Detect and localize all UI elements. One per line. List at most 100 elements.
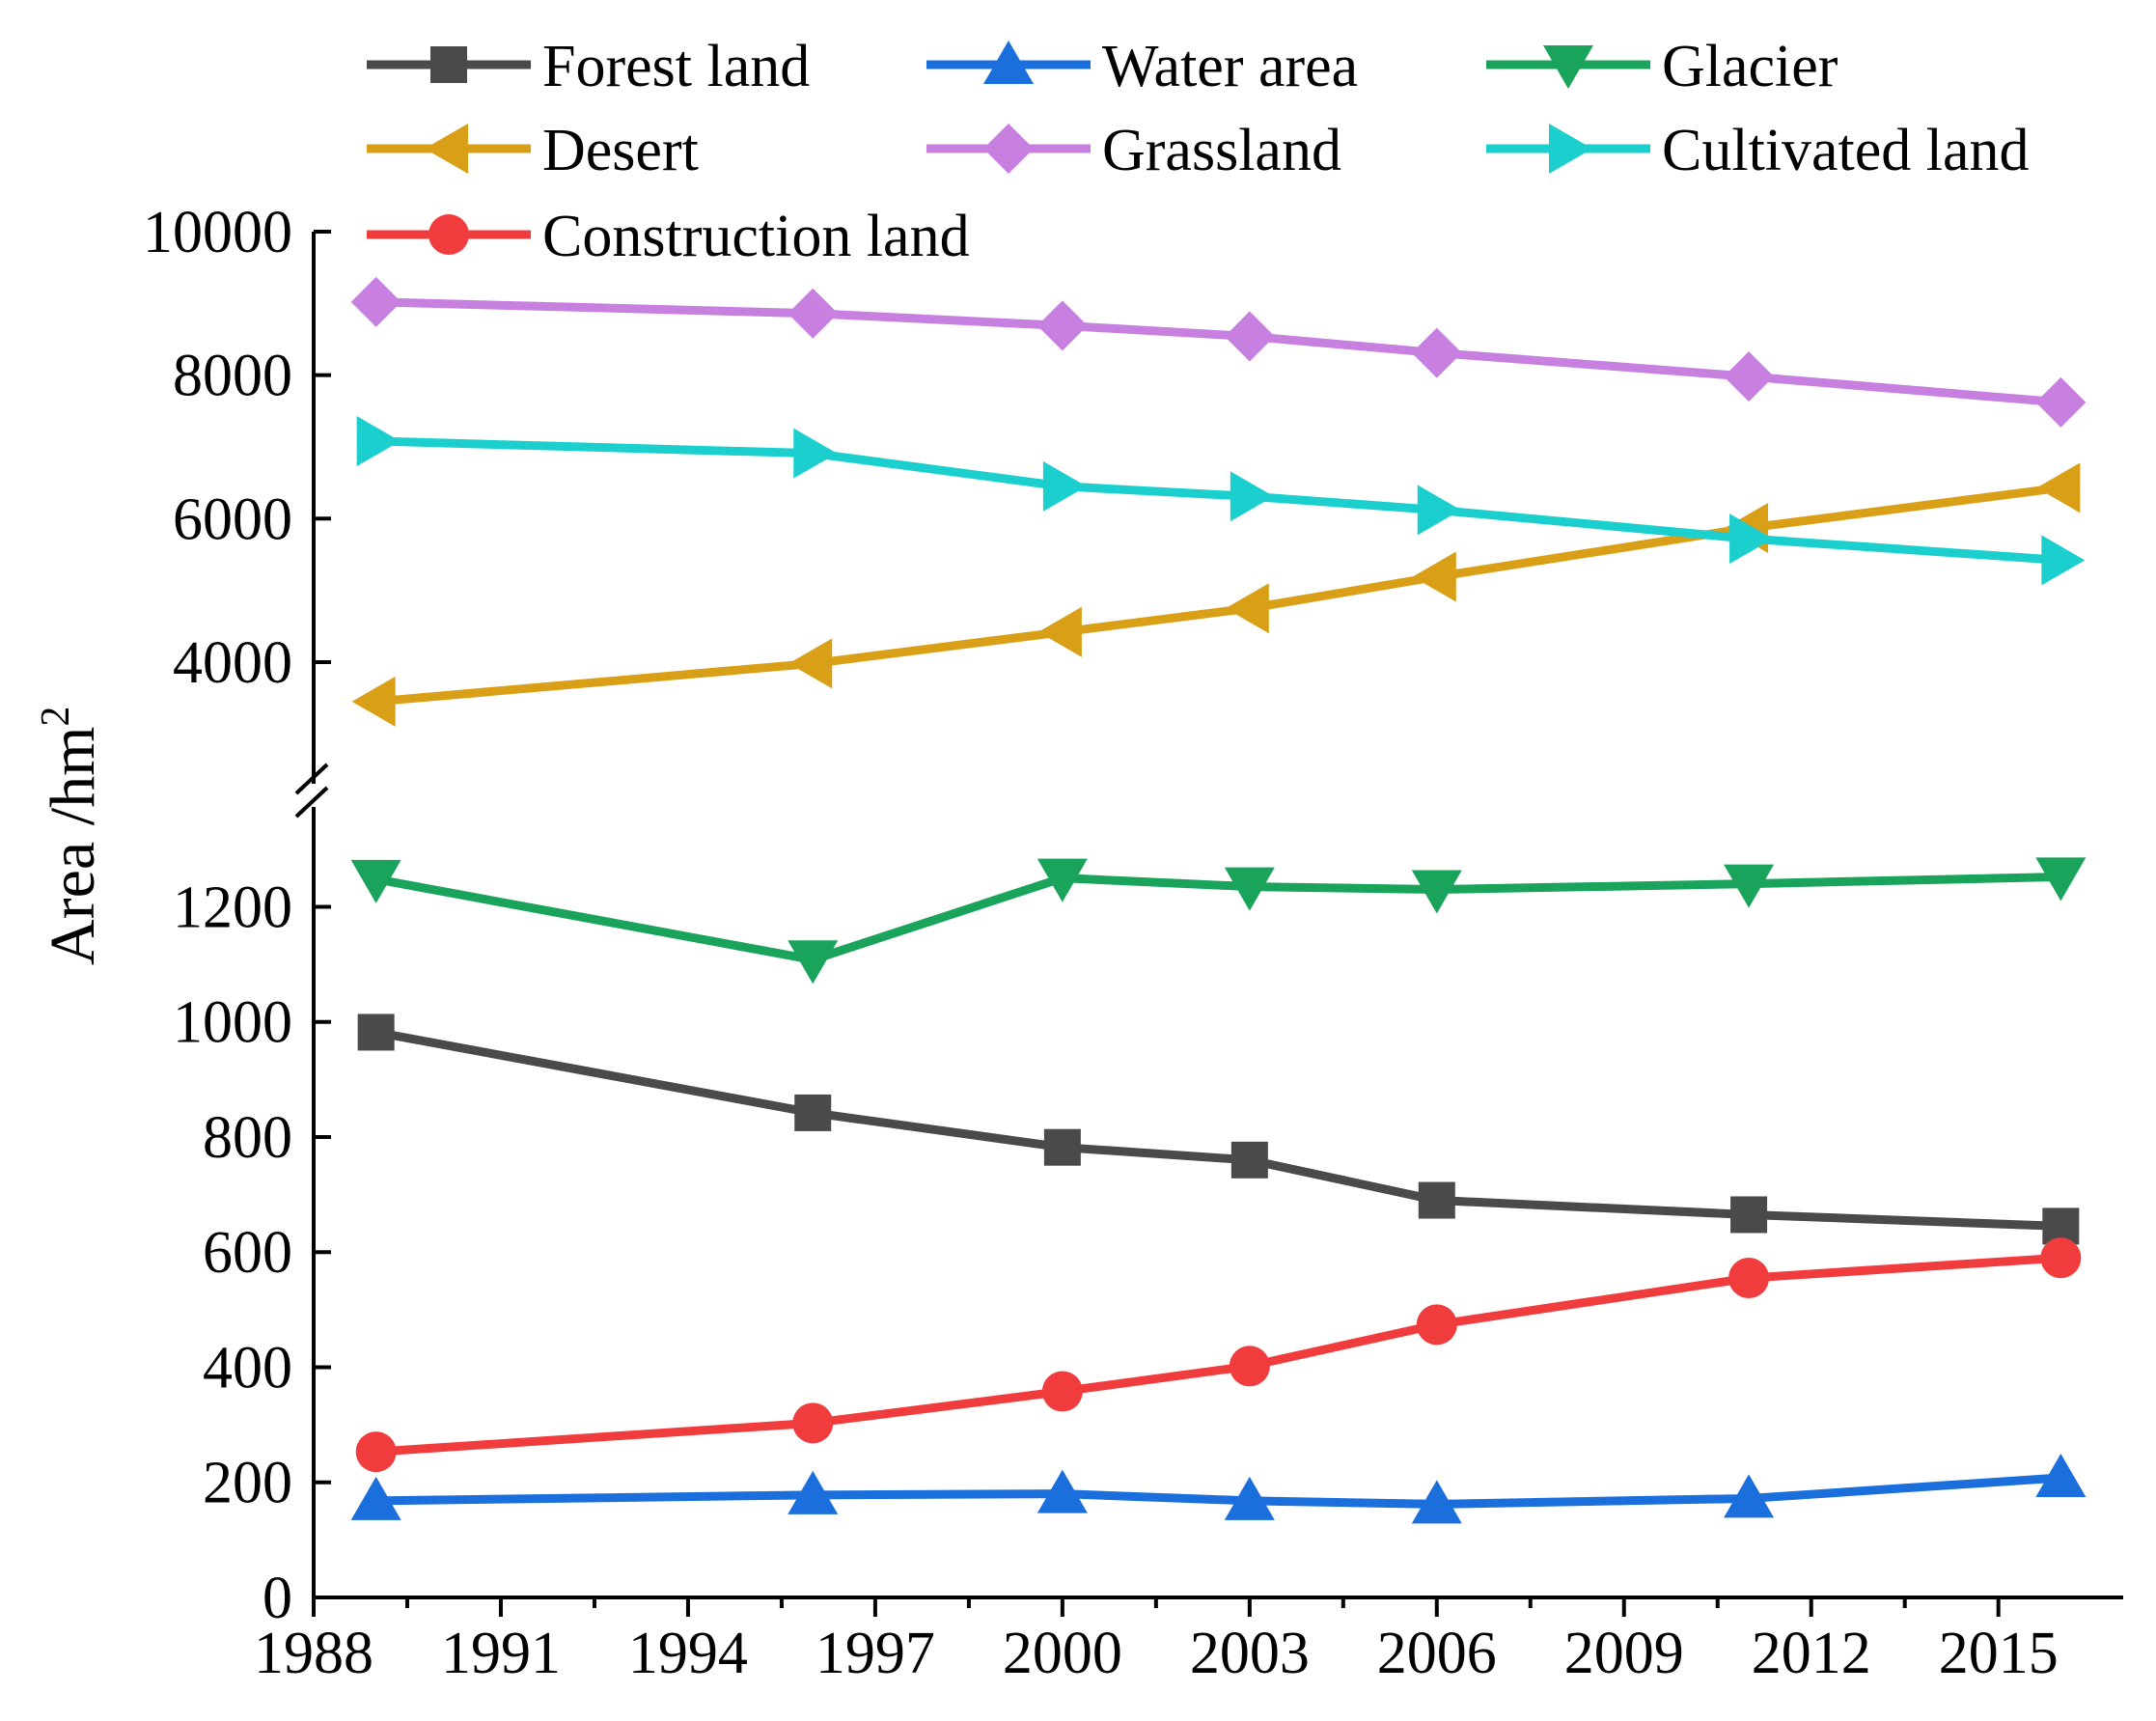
data-point-cultivated-land bbox=[2041, 535, 2086, 586]
data-point-cultivated-land bbox=[1729, 514, 1774, 565]
data-point-forest-land bbox=[1043, 1128, 1081, 1166]
series-layer bbox=[350, 276, 2087, 1524]
data-point-water-area bbox=[350, 1476, 401, 1520]
data-point-forest-land bbox=[1418, 1181, 1455, 1219]
data-point-desert bbox=[1037, 606, 1082, 657]
data-point-glacier bbox=[1411, 870, 1462, 914]
data-point-cultivated-land bbox=[1417, 485, 1461, 536]
y-tick-label: 10000 bbox=[143, 200, 292, 265]
data-point-grassland bbox=[1224, 311, 1275, 362]
legend-label: Water area bbox=[1102, 34, 1358, 99]
x-tick-label: 2012 bbox=[1752, 1621, 1871, 1686]
y-tick-label: 600 bbox=[203, 1220, 292, 1286]
legend: Forest land Water area Glacier Desert Grassl… bbox=[367, 34, 2030, 269]
data-point-forest-land bbox=[794, 1094, 832, 1131]
legend-item-cultivated-land: Cultivated land bbox=[1486, 118, 2030, 183]
legend-marker-grassland bbox=[983, 124, 1034, 174]
y-tick-label: 6000 bbox=[173, 486, 292, 552]
legend-item-grassland: Grassland bbox=[926, 118, 1341, 183]
data-point-forest-land bbox=[1230, 1141, 1268, 1179]
series-grassland bbox=[350, 276, 2087, 428]
series-line-desert bbox=[375, 483, 2061, 707]
series-glacier bbox=[350, 857, 2087, 985]
axis-break-mark bbox=[294, 786, 329, 819]
series-construction-land bbox=[355, 1237, 2082, 1473]
data-point-cultivated-land bbox=[793, 428, 838, 479]
x-tick-label: 1991 bbox=[441, 1621, 561, 1686]
data-point-water-area bbox=[1724, 1474, 1775, 1518]
x-tick-label: 1988 bbox=[254, 1621, 373, 1686]
axis-break-gap bbox=[285, 784, 343, 807]
series-forest-land bbox=[357, 1013, 2080, 1245]
legend-marker-forest-land bbox=[430, 46, 467, 83]
legend-item-forest-land: Forest land bbox=[367, 34, 810, 99]
data-point-grassland bbox=[1037, 300, 1088, 351]
y-tick-label: 800 bbox=[203, 1105, 292, 1171]
series-line-water-area bbox=[375, 1473, 2061, 1509]
series-cultivated-land bbox=[356, 416, 2086, 586]
data-point-water-area bbox=[788, 1470, 839, 1514]
y-tick-label: 4000 bbox=[173, 630, 292, 696]
data-point-grassland bbox=[350, 276, 401, 327]
data-point-desert bbox=[1412, 551, 1456, 602]
data-point-water-area bbox=[1411, 1480, 1462, 1524]
x-tick-label: 2009 bbox=[1564, 1621, 1684, 1686]
data-point-construction-land bbox=[355, 1431, 397, 1473]
y-tick-label: 0 bbox=[263, 1566, 292, 1631]
data-point-cultivated-land bbox=[1230, 471, 1274, 522]
data-point-glacier bbox=[350, 859, 401, 903]
series-line-cultivated-land bbox=[375, 436, 2061, 565]
x-tick-label: 1994 bbox=[628, 1621, 748, 1686]
legend-label: Construction land bbox=[542, 204, 970, 269]
y-axis-title: Area /hm2 bbox=[34, 707, 108, 965]
data-point-cultivated-land bbox=[1042, 460, 1087, 512]
data-point-glacier bbox=[1724, 864, 1775, 908]
legend-marker-cultivated-land bbox=[1549, 124, 1592, 174]
legend-marker-desert bbox=[425, 124, 468, 174]
y-tick-label: 200 bbox=[203, 1451, 292, 1516]
axis-break-mark bbox=[294, 763, 329, 795]
data-point-glacier bbox=[1037, 858, 1088, 902]
y-tick-label: 1200 bbox=[173, 874, 292, 940]
series-desert bbox=[351, 462, 2081, 727]
data-point-water-area bbox=[1037, 1469, 1088, 1513]
axes: 1988 1991 1994 1997 2000 2003 2006 2009 2012 2015… bbox=[143, 200, 2123, 1686]
data-point-forest-land bbox=[1730, 1196, 1768, 1234]
data-point-cultivated-land bbox=[356, 416, 401, 467]
legend-marker-glacier bbox=[1543, 45, 1593, 89]
series-line-grassland bbox=[375, 297, 2061, 407]
data-point-glacier bbox=[788, 940, 839, 985]
data-point-desert bbox=[351, 676, 396, 727]
data-point-construction-land bbox=[792, 1402, 834, 1444]
legend-label: Desert bbox=[542, 118, 699, 183]
x-tick-label: 2006 bbox=[1377, 1621, 1497, 1686]
data-point-construction-land bbox=[2040, 1237, 2082, 1279]
data-point-water-area bbox=[2035, 1453, 2087, 1497]
data-point-construction-land bbox=[1728, 1258, 1770, 1299]
data-point-grassland bbox=[1724, 351, 1775, 402]
x-tick-label: 1997 bbox=[815, 1621, 935, 1686]
legend-item-construction-land: Construction land bbox=[367, 204, 970, 269]
data-point-grassland bbox=[2035, 376, 2087, 428]
data-point-desert bbox=[2036, 462, 2081, 514]
y-tick-label: 400 bbox=[203, 1335, 292, 1401]
data-point-grassland bbox=[788, 288, 839, 339]
data-point-desert bbox=[1225, 583, 1269, 634]
data-point-construction-land bbox=[1229, 1346, 1270, 1387]
legend-marker-construction-land bbox=[428, 214, 469, 255]
x-tick-label: 2003 bbox=[1190, 1621, 1310, 1686]
legend-label: Forest land bbox=[542, 34, 810, 99]
legend-label: Cultivated land bbox=[1662, 118, 2030, 183]
data-point-water-area bbox=[1224, 1476, 1275, 1520]
data-point-construction-land bbox=[1416, 1304, 1457, 1346]
legend-item-water-area: Water area bbox=[926, 34, 1358, 99]
series-line-glacier bbox=[374, 872, 2061, 964]
data-point-glacier bbox=[1224, 867, 1275, 911]
x-tick-label: 2000 bbox=[1003, 1621, 1122, 1686]
series-line-construction-land bbox=[375, 1253, 2061, 1457]
legend-item-glacier: Glacier bbox=[1486, 34, 1838, 99]
data-point-construction-land bbox=[1041, 1371, 1083, 1412]
series-line-forest-land bbox=[374, 1028, 2061, 1231]
legend-item-desert: Desert bbox=[367, 118, 699, 183]
